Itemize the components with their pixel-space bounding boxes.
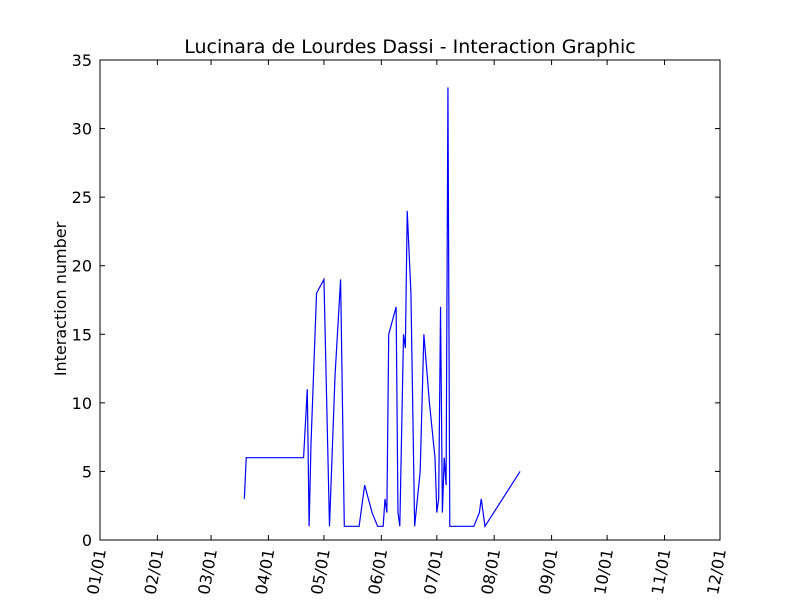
plot-frame — [99, 59, 721, 541]
y-tick-label: 20 — [72, 257, 92, 276]
x-tick-label: 12/01 — [703, 547, 730, 596]
x-tick-label: 07/01 — [420, 547, 447, 596]
y-tick-label: 10 — [72, 394, 92, 413]
y-tick-label: 0 — [82, 531, 92, 550]
chart-title: Lucinara de Lourdes Dassi - Interaction … — [184, 36, 635, 58]
x-tick-label: 08/01 — [477, 547, 504, 596]
x-axis-ticks: 01/01 02/01 03/01 04/01 05/01 06/01 07/01 08/01… — [83, 60, 730, 596]
y-axis-label: Interaction number — [51, 221, 70, 376]
x-tick-label: 09/01 — [535, 547, 562, 596]
y-tick-label: 25 — [72, 188, 92, 207]
y-tick-label: 15 — [72, 325, 92, 344]
series-line — [243, 87, 521, 528]
x-tick-label: 05/01 — [307, 547, 334, 596]
x-tick-label: 04/01 — [252, 547, 279, 596]
x-tick-label: 06/01 — [365, 547, 392, 596]
x-tick-label: 11/01 — [648, 547, 675, 596]
y-tick-label: 30 — [72, 120, 92, 139]
y-tick-label: 35 — [72, 51, 92, 70]
x-tick-label: 03/01 — [194, 547, 221, 596]
x-tick-label: 10/01 — [590, 547, 617, 596]
x-tick-label: 01/01 — [83, 547, 110, 596]
y-axis-ticks: 0 5 10 15 20 25 30 35 — [72, 51, 720, 550]
x-tick-label: 02/01 — [141, 547, 168, 596]
y-tick-label: 5 — [82, 462, 92, 481]
